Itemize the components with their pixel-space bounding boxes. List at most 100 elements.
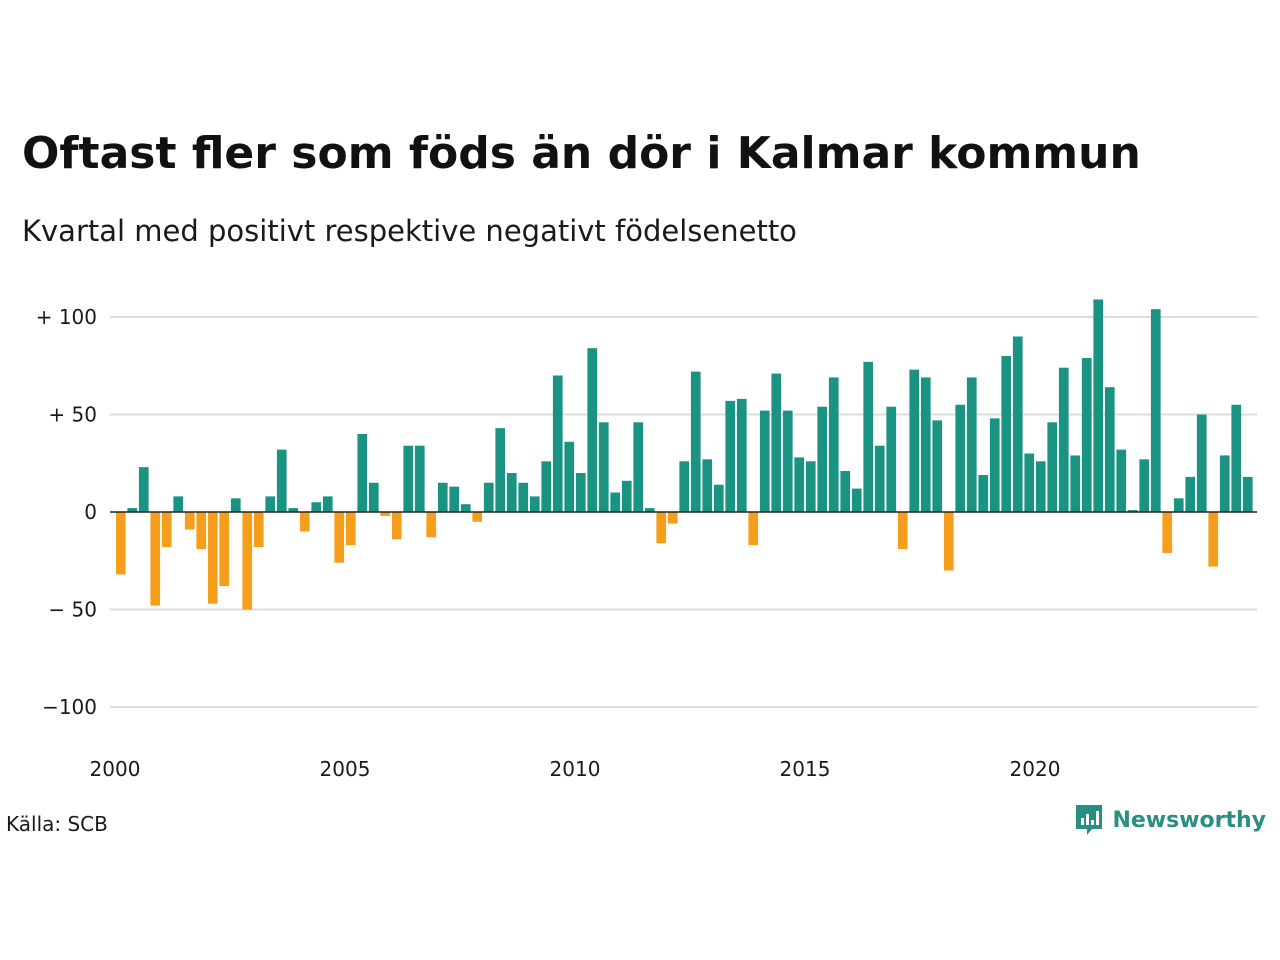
bar-positive [874,445,885,512]
chart-subtitle: Kvartal med positivt respektive negativt… [22,214,797,248]
bar-negative [748,512,759,546]
y-tick-label: −100 [42,695,97,719]
bar-negative [150,512,161,606]
bar-positive [575,473,586,512]
bar-positive [414,445,425,512]
bar-negative [184,512,195,530]
x-tick-label: 2000 [90,757,141,781]
bar-positive [437,482,448,512]
bar-negative [196,512,207,550]
bar-positive [1104,387,1115,512]
y-tick-label: − 50 [48,598,97,622]
bar-positive [955,404,966,512]
y-tick-label: 0 [84,500,97,524]
bar-positive [1242,476,1253,512]
bar-positive [529,496,540,512]
bar-negative [161,512,172,548]
x-tick-label: 2020 [1010,757,1061,781]
bar-positive [782,410,793,512]
bar-negative [656,512,667,544]
bar-positive [759,410,770,512]
bar-negative [380,512,391,516]
brand-logo[interactable]: Newsworthy [1074,803,1266,837]
bar-positive [403,445,414,512]
bar-negative [242,512,253,610]
bar-negative [207,512,218,604]
bar-positive [978,474,989,512]
bar-positive [1070,455,1081,512]
source-note: Källa: SCB [6,812,108,836]
bar-positive [794,457,805,512]
bar-positive [173,496,184,512]
bar-negative [897,512,908,550]
bar-positive [483,482,494,512]
bar-positive [1081,357,1092,512]
bar-negative [334,512,345,563]
bar-positive [633,422,644,512]
bar-negative [115,512,126,575]
bar-positive [449,486,460,512]
bar-negative [345,512,356,546]
bar-positive [805,461,816,512]
bar-positive [817,406,828,512]
bar-positive [736,398,747,512]
bar-positive [357,434,368,512]
bar-positive [1024,453,1035,512]
bar-positive [127,508,138,512]
bar-positive [1231,404,1242,512]
bar-positive [598,422,609,512]
bar-positive [541,461,552,512]
bar-positive [587,348,598,512]
chart-title: Oftast fler som föds än dör i Kalmar kom… [22,128,1141,179]
bar-negative [219,512,230,587]
bar-positive [368,482,379,512]
bar-negative [667,512,678,524]
bar-negative [1208,512,1219,567]
brand-name: Newsworthy [1112,807,1266,833]
bar-chart: + 100 + 50 0 − 50 −100 2000 2005 2010 2015 2020 [36,299,1257,781]
bar-positive [1116,449,1127,512]
bar-positive [1012,336,1023,512]
bar-negative [299,512,310,532]
bar-positive [322,496,333,512]
bar-positive [518,482,529,512]
bar-positive [679,461,690,512]
bars [115,299,1253,610]
bar-positive [1139,459,1150,512]
bar-positive [1127,510,1138,512]
bar-positive [886,406,897,512]
x-axis-ticks: 2000 2005 2010 2015 2020 [90,757,1061,781]
bar-positive [230,498,241,512]
bar-negative [472,512,483,522]
bar-positive [288,508,299,512]
bar-positive [1219,455,1230,512]
bar-positive [1035,461,1046,512]
bar-positive [702,459,713,512]
bar-positive [725,400,736,512]
bar-positive [1093,299,1104,512]
bar-positive [1173,498,1184,512]
y-tick-label: + 50 [48,403,97,427]
bar-positive [1001,356,1012,512]
bar-positive [644,508,655,512]
bar-positive [920,377,931,512]
bar-positive [1150,309,1161,512]
bar-positive [713,484,724,512]
bar-positive [610,492,621,512]
bar-positive [276,449,287,512]
x-tick-label: 2005 [320,757,371,781]
bar-positive [460,504,471,512]
bar-positive [311,502,322,512]
bar-positive [1185,476,1196,512]
bar-positive [840,471,851,512]
bar-positive [851,488,862,512]
bar-negative [943,512,954,571]
x-tick-label: 2015 [780,757,831,781]
bar-negative [391,512,402,540]
y-axis-ticks: + 100 + 50 0 − 50 −100 [36,305,97,719]
bar-positive [1047,422,1058,512]
bar-negative [1162,512,1173,553]
bar-positive [621,480,632,512]
bar-positive [989,418,1000,512]
bar-positive [828,377,839,512]
